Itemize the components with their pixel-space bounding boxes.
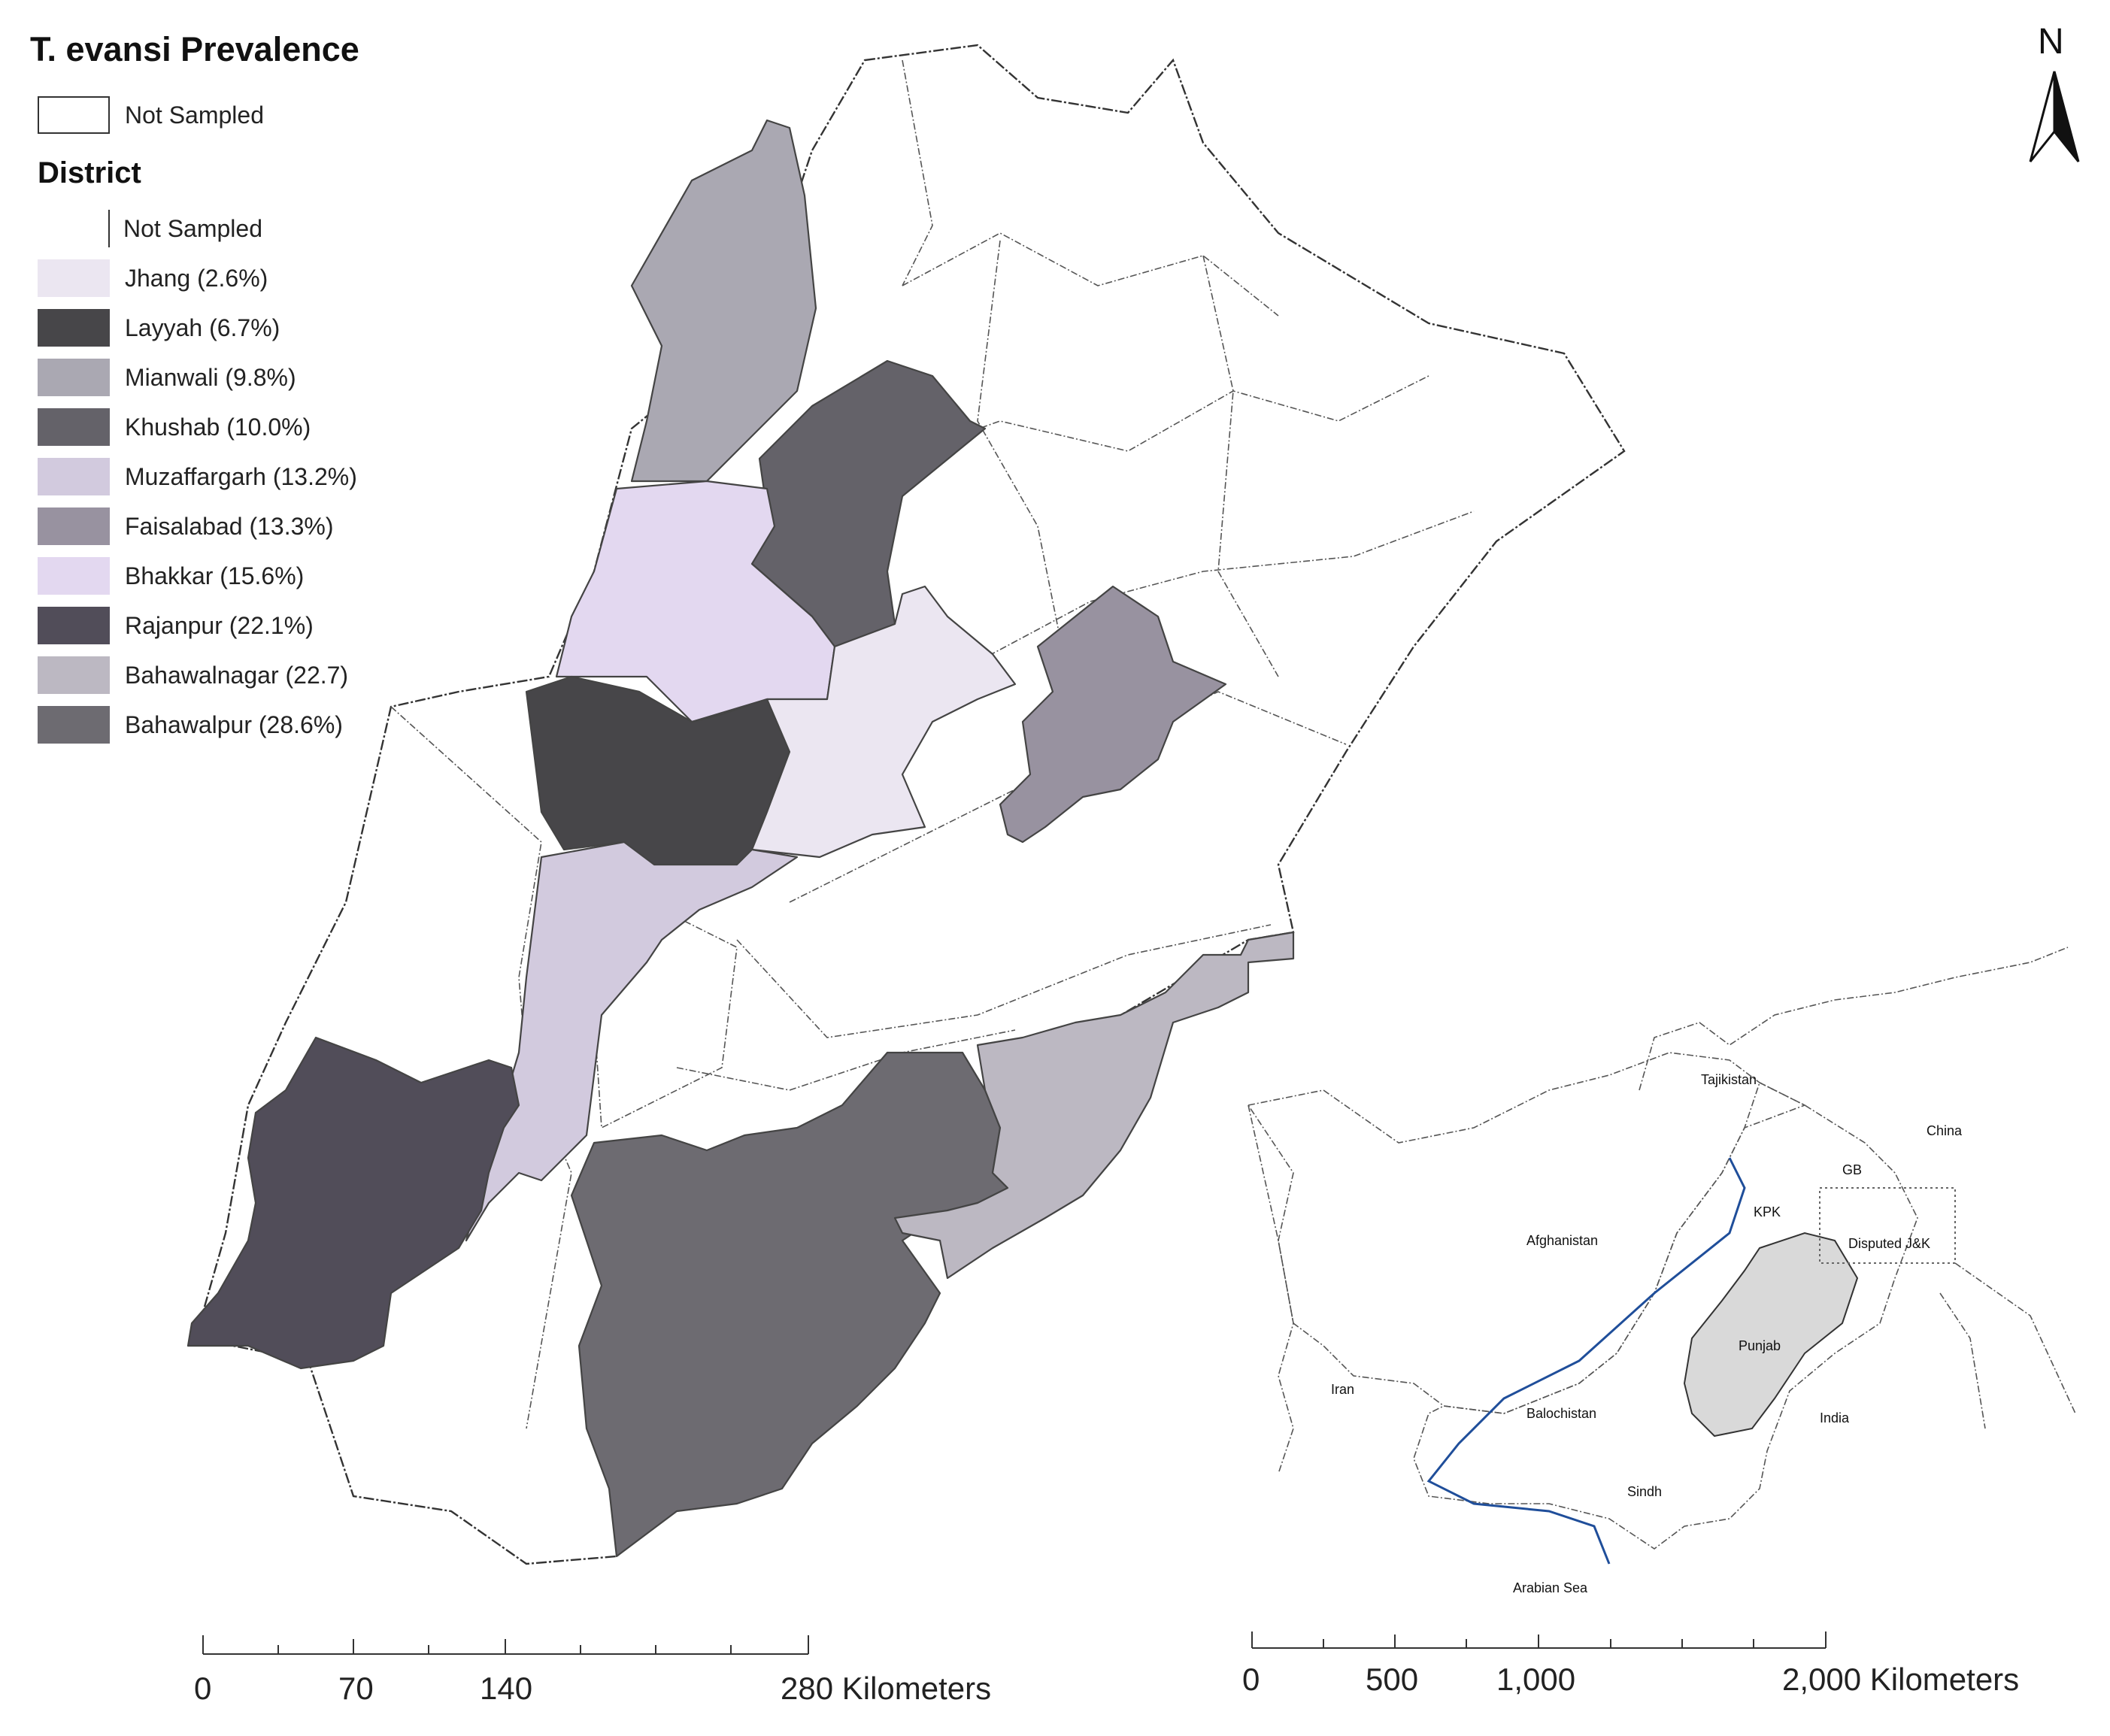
legend-item-muzaffargarh: Muzaffargarh (13.2%) [30,452,451,501]
legend-label: Jhang (2.6%) [125,264,268,292]
legend-label: Layyah (6.7%) [125,314,280,341]
legend-swatch [108,210,110,247]
district-bahawalnagar[interactable] [893,931,1295,1280]
map-legend: T. evansi Prevalence Not Sampled Distric… [30,30,451,750]
main-scale-bar [202,1635,809,1655]
legend-item-not-sampled: Not Sampled [30,204,451,253]
inset-scale-tick-label: 500 [1366,1662,1419,1697]
legend-item-bahawalnagar: Bahawalnagar (22.7) [30,650,451,700]
inset-scale-tick-label: 2,000 Kilometers [1782,1662,2020,1697]
legend-item-mianwali: Mianwali (9.8%) [30,353,451,402]
legend-label: Rajanpur (22.1%) [125,611,314,639]
legend-swatch [38,607,110,644]
legend-swatch [38,309,110,347]
main-scale-tick-label: 0 [194,1671,212,1706]
legend-label: Muzaffargarh (13.2%) [125,462,357,490]
legend-label: Khushab (10.0%) [125,413,311,441]
legend-swatch [38,706,110,744]
legend-swatch [38,656,110,694]
district-boundary [977,240,1069,677]
legend-title: T. evansi Prevalence [30,30,359,68]
legend-label: Faisalabad (13.3%) [125,512,334,540]
inset-label-balochistan: Balochistan [1526,1406,1597,1421]
inset-river [1426,1157,1746,1565]
district-mianwali[interactable] [630,119,817,483]
inset-label-iran: Iran [1331,1382,1355,1397]
legend-swatch [38,259,110,297]
inset-label-kpk: KPK [1754,1204,1781,1219]
inset-label-gb: GB [1842,1162,1863,1177]
district-boundary [1202,255,1279,677]
legend-district-list: Not Sampled Jhang (2.6%) Layyah (6.7%) M… [30,204,451,750]
legend-item-bhakkar: Bhakkar (15.6%) [30,551,451,601]
inset-region-outline [1639,947,2069,1091]
district-boundary [902,59,933,286]
main-scale-tick-label: 70 [338,1671,374,1706]
inset-label-sindh: Sindh [1627,1484,1663,1499]
legend-swatch [38,408,110,446]
main-scale-tick-label: 280 Kilometers [781,1671,992,1706]
inset-india-outline [1939,1262,2076,1429]
inset-map [1247,947,2076,1565]
legend-swatch [38,507,110,545]
main-scale-tick-label: 140 [480,1671,533,1706]
legend-item-layyah: Layyah (6.7%) [30,303,451,353]
inset-pakistan-outline [1413,1081,1918,1550]
north-arrow-icon [2029,71,2080,162]
district-bahawalpur[interactable] [570,1051,1017,1558]
legend-swatch [38,359,110,396]
north-label: N [2038,22,2064,62]
legend-swatch [38,458,110,495]
legend-item-jhang: Jhang (2.6%) [30,253,451,303]
inset-scale-tick-label: 0 [1242,1662,1260,1697]
legend-item-boundary: Not Sampled [30,90,451,140]
inset-scale-tick-label: 1,000 [1496,1662,1576,1697]
legend-swatch [38,557,110,595]
legend-item-bahawalpur: Bahawalpur (28.6%) [30,700,451,750]
district-boundary [872,375,1429,467]
legend-district-title: District [38,156,141,189]
district-boundary [977,510,1475,662]
district-boundary [736,924,1272,1038]
legend-label: Bhakkar (15.6%) [125,562,305,589]
legend-label: Not Sampled [123,214,262,242]
inset-label-afghanistan: Afghanistan [1526,1233,1599,1248]
inset-punjab [1683,1232,1859,1438]
inset-label-disputed: Disputed J&K [1848,1236,1931,1251]
legend-label: Not Sampled [125,101,264,129]
inset-label-tajikistan: Tajikistan [1701,1072,1757,1087]
legend-item-rajanpur: Rajanpur (22.1%) [30,601,451,650]
district-faisalabad[interactable] [999,585,1227,844]
district-boundary [676,1029,1016,1091]
district-layyah[interactable] [525,675,791,866]
legend-item-khushab: Khushab (10.0%) [30,402,451,452]
inset-label-punjab: Punjab [1739,1338,1781,1353]
legend-label: Bahawalnagar (22.7) [125,661,349,689]
legend-item-faisalabad: Faisalabad (13.3%) [30,501,451,551]
inset-scale-bar [1251,1631,1827,1649]
inset-label-china: China [1927,1123,1963,1138]
district-rajanpur[interactable] [186,1036,520,1370]
legend-label: Mianwali (9.8%) [125,363,296,391]
inset-label-india: India [1820,1410,1850,1425]
inset-label-arabian-sea: Arabian Sea [1513,1580,1588,1595]
district-boundary [902,232,1279,317]
legend-label: Bahawalpur (28.6%) [125,710,343,738]
inset-iran-outline [1248,1104,1294,1474]
legend-swatch [38,96,110,134]
